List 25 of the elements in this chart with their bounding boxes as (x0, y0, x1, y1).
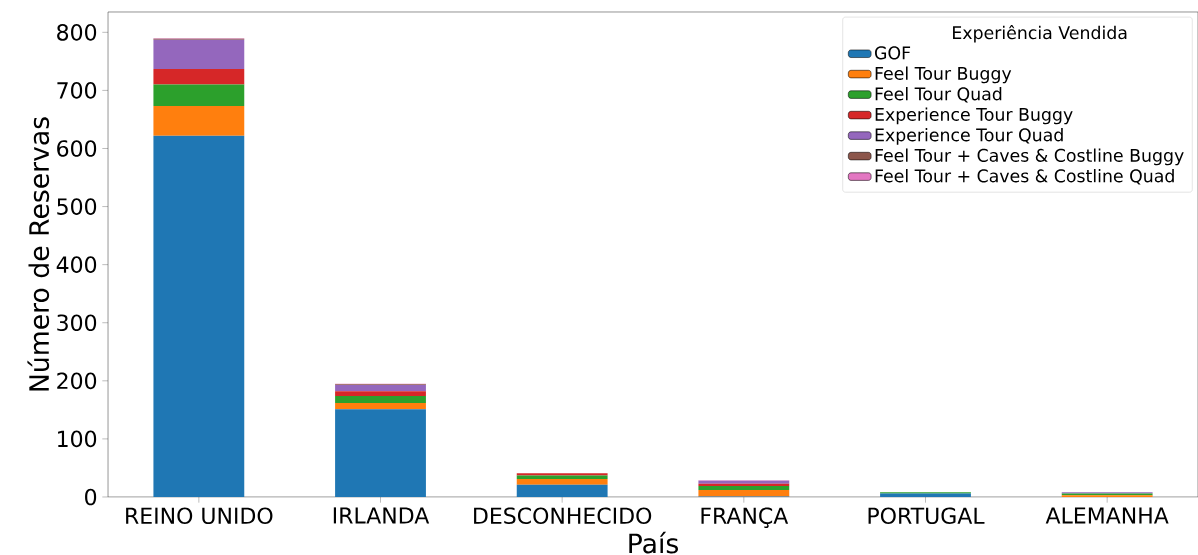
x-tick-label: IRLANDA (333, 507, 430, 524)
y-tick-label: 300 (57, 314, 97, 332)
y-tick-label: 700 (57, 82, 97, 99)
x-tick-label: REINO UNIDO (126, 507, 273, 525)
legend-label: GOF (875, 46, 911, 60)
x-axis-title: País (629, 531, 678, 554)
y-tick-label: 0 (85, 488, 97, 506)
legend-title: Experiência Vendida (953, 25, 1127, 43)
legend-label: Experience Tour Quad (875, 128, 1063, 145)
x-tick-label: FRANÇA (701, 507, 789, 528)
y-tick-label: 400 (56, 256, 97, 273)
y-tick-label: 600 (57, 140, 97, 157)
legend-label: Experience Tour Buggy (875, 107, 1073, 125)
y-tick-label: 200 (57, 372, 97, 390)
x-tick-label: DESCONHECIDO (474, 507, 652, 525)
y-tick-label: 500 (57, 198, 97, 215)
legend-label: Feel Tour + Caves & Costline Buggy (875, 148, 1184, 166)
y-tick-label: 100 (58, 430, 97, 448)
x-tick-label: PORTUGAL (868, 507, 985, 525)
y-tick-label: 800 (57, 24, 97, 41)
y-axis-title: Número de Reservas (27, 117, 50, 391)
legend-label: Feel Tour + Caves & Costline Quad (875, 169, 1174, 185)
x-tick-label: ALEMANHA (1045, 507, 1169, 524)
legend-label: Feel Tour Buggy (875, 66, 1012, 84)
legend-label: Feel Tour Quad (875, 87, 1002, 103)
